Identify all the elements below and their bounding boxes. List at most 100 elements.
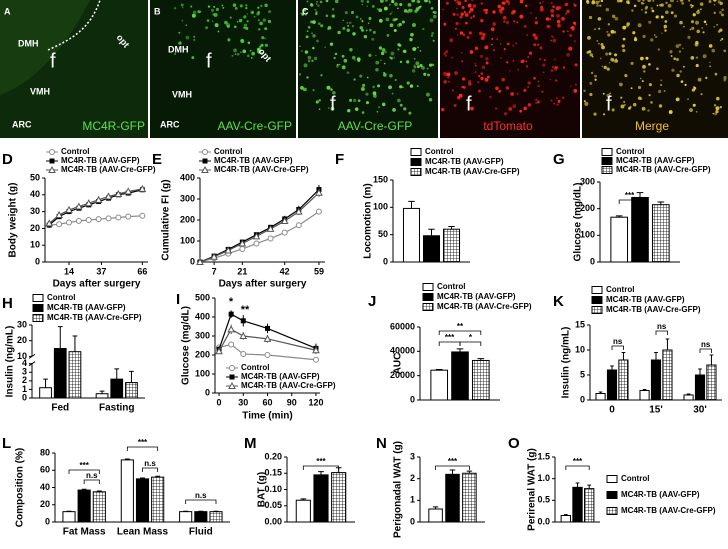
cell (499, 10, 503, 15)
bar (650, 359, 662, 401)
y-tick-label: 0.5 (537, 495, 550, 505)
image-caption: MC4R-GFP (82, 119, 145, 133)
cell (377, 84, 381, 88)
cell (451, 56, 454, 59)
cell (313, 56, 318, 61)
significance-label: ns (701, 340, 711, 349)
significance-label: n.s (195, 491, 207, 500)
cell (599, 57, 602, 60)
cell (553, 102, 556, 105)
marker (49, 158, 55, 164)
cell (481, 2, 483, 5)
legend-label: Control (621, 474, 649, 483)
cell (516, 21, 519, 24)
marker (49, 149, 55, 155)
error-bar (621, 352, 626, 360)
legend-label: Control (241, 363, 269, 372)
cell (573, 3, 577, 7)
cell (632, 31, 636, 35)
cell (589, 53, 593, 57)
cell (508, 107, 513, 111)
cell (675, 97, 680, 102)
cell (213, 5, 216, 8)
cell (459, 15, 463, 19)
cell (192, 10, 197, 15)
legend-label: MC4R-TB (AAV-GFP) (621, 490, 700, 499)
error-bar (408, 200, 415, 209)
significance-bracket (185, 499, 217, 504)
bar (135, 478, 150, 523)
cell (317, 4, 320, 7)
y-tick-label: 5 (580, 369, 585, 379)
cell (449, 38, 454, 43)
legend-swatch (591, 296, 603, 304)
cell (554, 66, 558, 70)
cell (334, 0, 339, 4)
series-line (48, 188, 143, 224)
cell (469, 50, 474, 54)
cell (713, 104, 717, 107)
marker (124, 187, 133, 195)
cell (496, 38, 498, 40)
cell (403, 9, 408, 13)
cell (361, 111, 365, 114)
cell (381, 48, 386, 52)
error-bar (435, 368, 443, 371)
cell (425, 92, 430, 97)
cell (562, 30, 565, 33)
cell (193, 35, 196, 38)
cell (409, 37, 413, 42)
cell (497, 4, 502, 9)
cell (369, 28, 372, 32)
cell (541, 90, 544, 93)
cell (307, 59, 311, 63)
cell (326, 85, 331, 90)
significance-bracket (302, 465, 340, 470)
cell (389, 23, 394, 28)
cell (213, 15, 215, 17)
cell (389, 73, 393, 78)
cell (408, 111, 412, 115)
significance-bracket (126, 446, 159, 451)
marker (228, 341, 235, 348)
y-tick-label: 0.05 (264, 500, 282, 510)
cell (336, 65, 339, 68)
cell (621, 44, 625, 48)
cell (552, 36, 554, 39)
cell (516, 92, 519, 95)
y-tick-label: 3 (22, 367, 27, 377)
cell (240, 39, 244, 43)
cell (692, 13, 696, 17)
y-tick-label: 40 (40, 482, 50, 492)
marker (266, 224, 275, 232)
cell (424, 0, 428, 3)
cell (215, 7, 219, 12)
x-tick-label: 42 (280, 266, 290, 276)
cell (251, 11, 254, 14)
panel-letter: I (176, 291, 180, 308)
cell (478, 89, 481, 93)
bar (428, 508, 443, 523)
cell (388, 3, 391, 6)
cell (468, 31, 472, 35)
legend-label: Control (47, 293, 75, 302)
error-bar (155, 475, 161, 478)
error-bar (456, 348, 464, 352)
y-axis-label: Perirenal WAT (g) (527, 448, 538, 531)
marker (240, 351, 247, 358)
y-tick-label: 0 (205, 387, 210, 397)
cell (613, 60, 617, 63)
cell (376, 110, 379, 113)
cell (251, 51, 256, 56)
cell (719, 11, 722, 14)
cell (342, 19, 344, 22)
cell (397, 43, 401, 47)
cell (682, 65, 685, 68)
cell (720, 39, 722, 42)
cell (542, 63, 546, 67)
cell (647, 0, 652, 3)
cell (642, 64, 646, 69)
cell (474, 62, 477, 65)
cell (687, 35, 691, 39)
